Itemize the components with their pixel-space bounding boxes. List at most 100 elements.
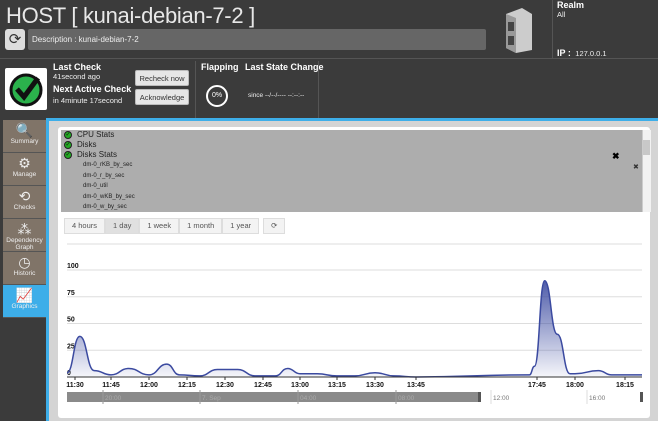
- gears-icon: ⚙: [18, 155, 31, 171]
- navigator-handle[interactable]: [640, 392, 643, 402]
- description-bar: Description : kunai-debian-7-2: [28, 29, 486, 50]
- navigator-label: 7. Sep: [202, 395, 221, 402]
- x-tick-label: 12:00: [140, 382, 158, 389]
- sidebar-item-label: Dependency Graph: [6, 237, 43, 251]
- refresh-icon: ⟳: [8, 31, 22, 48]
- chart: 025507510011:3011:4512:0012:1512:3012:45…: [66, 243, 643, 404]
- sidebar-item-historic[interactable]: ◷ Historic: [3, 252, 46, 285]
- sidebar-item-label: Checks: [13, 204, 36, 211]
- ip-label: IP :: [557, 48, 571, 58]
- next-check-value: in 4minute 17second: [53, 96, 123, 105]
- metric-item[interactable]: dm-0_wKB_by_sec: [83, 193, 135, 200]
- range-tab[interactable]: 1 day: [105, 218, 140, 234]
- scrollbar-thumb[interactable]: [643, 140, 650, 155]
- sidebar-item-label: Summary: [10, 138, 39, 145]
- realm-value: All: [557, 10, 566, 19]
- check-item[interactable]: ✓ CPU Stats: [61, 130, 642, 140]
- x-tick-label: 12:15: [178, 382, 196, 389]
- x-tick-label: 12:30: [216, 382, 234, 389]
- flapping-value: 0%: [206, 85, 228, 107]
- chart-icon: 📈: [15, 287, 34, 303]
- search-icon: 🔍: [15, 122, 34, 138]
- server-icon: [506, 8, 532, 53]
- check-ok-icon: ✓: [64, 131, 72, 139]
- sidebar-item-checks[interactable]: ⟲ Checks: [3, 186, 46, 219]
- realm-panel: Realm All IP : 127.0.0.1: [552, 0, 658, 58]
- graph-icon: ⁂: [17, 221, 32, 237]
- navigator-label: 04:00: [300, 395, 317, 402]
- last-check-label: Last Check: [53, 62, 102, 72]
- clock-icon: ◷: [18, 254, 31, 270]
- navigator-label: 12:00: [493, 395, 510, 402]
- refresh-icon: ⟲: [18, 188, 31, 204]
- sidebar-item-label: Historic: [13, 270, 36, 277]
- metric-item[interactable]: dm-0_util: [83, 183, 108, 189]
- range-tabs: 4 hours 1 day 1 week 1 month 1 year ⟳: [64, 218, 286, 234]
- y-tick-label: 25: [67, 343, 75, 350]
- range-tab[interactable]: 1 week: [139, 218, 180, 234]
- navigator-selection[interactable]: [67, 392, 480, 402]
- recheck-button[interactable]: Recheck now: [135, 70, 189, 86]
- check-ok-icon: ✓: [64, 151, 72, 159]
- x-tick-label: 13:15: [328, 382, 346, 389]
- y-tick-label: 100: [67, 263, 79, 270]
- sidebar-item-dependency-graph[interactable]: ⁂ Dependency Graph: [3, 219, 46, 252]
- last-state-label: Last State Change: [245, 62, 324, 72]
- refresh-button[interactable]: ⟳: [5, 29, 25, 50]
- series-area: [67, 280, 642, 377]
- accent-bar: [47, 118, 658, 121]
- close-icon[interactable]: ✖: [633, 164, 639, 171]
- realm-label: Realm: [557, 0, 585, 10]
- y-tick-label: 75: [67, 290, 75, 297]
- y-tick-label: 50: [67, 317, 75, 324]
- sidebar: 🔍 Summary ⚙ Manage ⟲ Checks ⁂ Dependency Graph ◷…: [3, 120, 46, 318]
- next-check-label: Next Active Check: [53, 84, 132, 94]
- range-tab[interactable]: 1 year: [222, 218, 260, 234]
- acknowledge-button[interactable]: Acknowledge: [135, 89, 189, 105]
- sidebar-item-label: Manage: [12, 171, 37, 178]
- metric-item[interactable]: dm-0_r_by_sec: [83, 172, 125, 179]
- range-tab[interactable]: 4 hours: [64, 218, 106, 234]
- check-label: Disks Stats: [77, 150, 118, 159]
- accent-bar: [46, 118, 49, 421]
- sidebar-item-manage[interactable]: ⚙ Manage: [3, 153, 46, 186]
- divider: [318, 61, 319, 119]
- check-label: CPU Stats: [77, 130, 115, 139]
- range-tab[interactable]: 1 month: [179, 218, 223, 234]
- metric-list: ✓ CPU Stats ✓ Disks ✓ Disks Stats dm-0_rKB_by_…: [61, 130, 642, 212]
- series-line: [66, 279, 642, 378]
- scrollbar[interactable]: [642, 130, 651, 212]
- navigator-label: 08:00: [398, 395, 415, 402]
- status-row: Last Check 41second ago Next Active Chec…: [0, 58, 658, 120]
- x-tick-label: 11:30: [66, 382, 84, 389]
- flapping-label: Flapping: [201, 62, 239, 72]
- check-ok-icon: ✓: [64, 141, 72, 149]
- page-title: HOST [ kunai-debian-7-2 ]: [6, 3, 255, 28]
- x-tick-label: 13:45: [407, 382, 425, 389]
- reload-button[interactable]: ⟳: [263, 218, 286, 234]
- x-tick-label: 18:15: [616, 382, 634, 389]
- x-tick-label: 12:45: [254, 382, 272, 389]
- sidebar-item-label: Graphics: [11, 303, 38, 310]
- check-item[interactable]: ✓ Disks Stats: [61, 150, 642, 160]
- x-tick-label: 18:00: [566, 382, 584, 389]
- sidebar-item-graphics[interactable]: 📈 Graphics: [3, 285, 46, 318]
- metric-item[interactable]: dm-0_rKB_by_sec: [83, 162, 133, 168]
- sidebar-item-summary[interactable]: 🔍 Summary: [3, 120, 46, 153]
- divider: [195, 61, 196, 119]
- x-tick-label: 11:45: [102, 382, 120, 389]
- last-state-value: since --/--/---- --:--:--: [248, 92, 305, 99]
- last-check-value: 41second ago: [53, 72, 101, 81]
- metric-item[interactable]: dm-0_w_by_sec: [83, 204, 127, 210]
- navigator-label: 16:00: [589, 395, 606, 402]
- navigator-label: 20:00: [105, 395, 122, 402]
- close-icon[interactable]: ✖: [612, 151, 620, 161]
- ip-value: 127.0.0.1: [575, 49, 607, 58]
- check-item[interactable]: ✓ Disks: [61, 140, 642, 150]
- navigator-handle[interactable]: [478, 392, 481, 402]
- refresh-icon: ⟳: [271, 221, 278, 230]
- x-tick-label: 13:30: [366, 382, 384, 389]
- status-ok-icon: [5, 68, 47, 110]
- x-tick-label: 13:00: [291, 382, 309, 389]
- check-label: Disks: [77, 140, 97, 149]
